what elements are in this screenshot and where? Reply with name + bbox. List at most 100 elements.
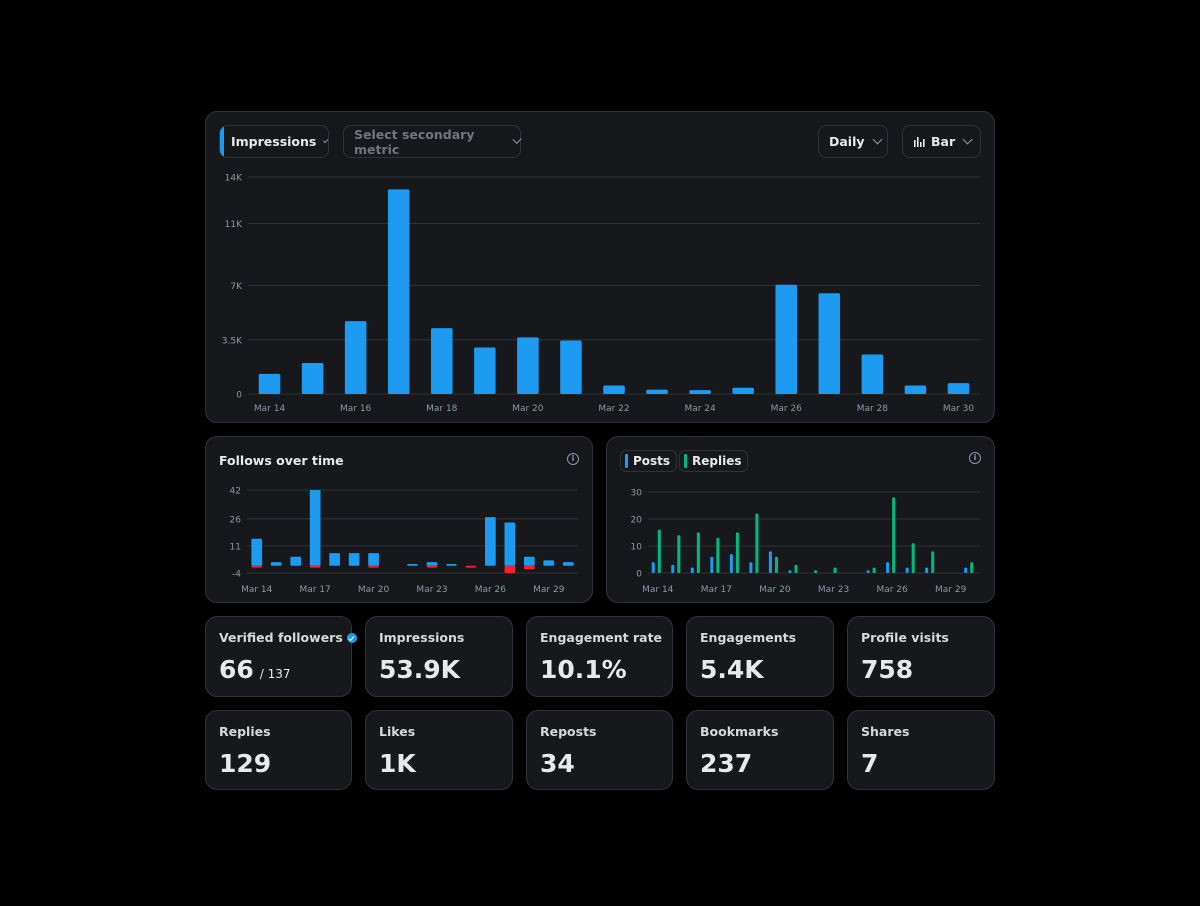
bar-replies: [892, 497, 896, 573]
stat-label: Verified followers: [219, 630, 357, 645]
bar-replies: [911, 543, 915, 573]
stat-label-text: Verified followers: [219, 630, 343, 645]
secondary-metric-placeholder: Select secondary metric: [354, 126, 475, 157]
interval-dropdown[interactable]: Daily: [818, 125, 888, 158]
stat-bookmarks[interactable]: Bookmarks 237: [686, 710, 834, 790]
bar-posts: [905, 567, 909, 573]
y-tick-label: 3.5K: [222, 336, 243, 346]
stat-reposts[interactable]: Reposts 34: [526, 710, 673, 790]
stat-label: Reposts: [540, 724, 597, 739]
stat-value: 758: [861, 655, 914, 684]
bar-unfollows: [465, 565, 477, 568]
y-tick-label: 14K: [225, 174, 243, 184]
posts-replies-card: Posts Replies i 0 10 20 30 Mar 14 Mar 17 Mar 2…: [606, 436, 995, 603]
bar-replies: [677, 535, 681, 573]
bar-follows: [348, 553, 360, 566]
stat-value: 237: [700, 749, 753, 778]
x-tick-label: Mar 30: [943, 404, 975, 414]
legend-replies[interactable]: Replies: [679, 450, 749, 472]
info-icon[interactable]: i: [969, 452, 981, 464]
bar-impressions: [344, 321, 367, 394]
bar-posts: [788, 570, 792, 573]
primary-metric-accent: [220, 126, 224, 157]
x-tick-label: Mar 26: [771, 404, 803, 414]
bar-impressions: [775, 284, 797, 394]
legend-posts[interactable]: Posts: [620, 450, 678, 472]
stat-engagement-rate[interactable]: Engagement rate 10.1%: [526, 616, 673, 697]
y-tick-label: 42: [230, 487, 241, 497]
stat-value-text: 66: [219, 655, 254, 684]
bar-impressions: [818, 293, 841, 394]
x-tick-label: Mar 14: [241, 585, 273, 595]
legend-posts-label: Posts: [633, 454, 671, 468]
bar-unfollows: [504, 565, 516, 573]
bar-posts: [925, 567, 929, 573]
y-tick-label: 0: [636, 570, 642, 580]
bar-follows: [270, 562, 282, 566]
stat-verified-followers[interactable]: Verified followers 66 / 137: [205, 616, 357, 697]
impressions-chart-card: Impressions Select secondary metric Dail…: [205, 111, 995, 423]
stat-value: 53.9K: [379, 655, 461, 684]
stat-replies[interactable]: Replies 129: [205, 710, 352, 790]
verified-badge-icon: [346, 633, 357, 643]
bar-replies: [657, 529, 661, 573]
x-tick-label: Mar 17: [299, 585, 330, 595]
bar-impressions: [431, 328, 453, 394]
stat-label: Engagement rate: [540, 630, 663, 645]
stat-profile-visits[interactable]: Profile visits 758: [847, 616, 995, 697]
bar-posts: [768, 551, 772, 573]
x-tick-label: Mar 23: [416, 585, 447, 595]
stat-value: 1K: [379, 749, 416, 778]
bar-replies: [716, 537, 720, 573]
y-tick-label: 11K: [225, 220, 243, 230]
stat-value: 10.1%: [540, 655, 627, 684]
y-tick-label: -4: [232, 570, 241, 580]
stat-value: 7: [861, 749, 879, 778]
x-tick-label: Mar 23: [818, 585, 849, 595]
bar-impressions: [947, 383, 970, 394]
primary-metric-dropdown[interactable]: Impressions: [219, 125, 329, 158]
bar-posts: [749, 562, 753, 573]
bar-replies: [833, 567, 837, 573]
bar-follows: [562, 562, 574, 566]
bar-posts: [671, 564, 675, 573]
y-tick-label: 7K: [230, 282, 243, 292]
bar-replies: [735, 532, 739, 573]
bar-impressions: [474, 347, 496, 394]
bar-impressions: [689, 390, 711, 394]
stat-engagements[interactable]: Engagements 5.4K: [686, 616, 834, 697]
bar-impressions: [732, 387, 754, 394]
y-tick-label: 30: [631, 489, 643, 499]
bar-replies: [872, 567, 876, 573]
bar-follows: [446, 563, 457, 566]
bar-follows: [543, 560, 555, 566]
bar-impressions: [560, 340, 582, 394]
stat-label: Engagements: [700, 630, 797, 645]
stat-likes[interactable]: Likes 1K: [365, 710, 513, 790]
bar-follows: [329, 553, 340, 566]
info-icon[interactable]: i: [567, 453, 579, 465]
bar-impressions: [258, 373, 281, 394]
secondary-metric-dropdown[interactable]: Select secondary metric: [343, 125, 522, 158]
stat-label: Likes: [379, 724, 416, 739]
y-tick-label: 10: [631, 543, 643, 553]
chevron-down-icon: [512, 134, 522, 145]
bar-follows: [504, 522, 516, 566]
bar-follows: [290, 556, 302, 566]
stat-impressions[interactable]: Impressions 53.9K: [365, 616, 513, 697]
bar-replies: [970, 562, 974, 573]
bar-impressions: [517, 337, 539, 394]
bar-posts: [866, 570, 870, 573]
interval-label: Daily: [829, 134, 865, 149]
x-tick-label: Mar 28: [857, 404, 889, 414]
bar-posts: [964, 567, 968, 573]
chart-type-dropdown[interactable]: Bar: [902, 125, 981, 158]
chevron-down-icon: [872, 134, 882, 145]
x-tick-label: Mar 29: [533, 585, 565, 595]
y-tick-label: 26: [230, 515, 242, 525]
bar-follows: [309, 490, 321, 566]
bar-impressions: [301, 363, 324, 394]
stat-shares[interactable]: Shares 7: [847, 710, 995, 790]
x-tick-label: Mar 18: [426, 404, 458, 414]
bar-replies: [774, 556, 778, 573]
